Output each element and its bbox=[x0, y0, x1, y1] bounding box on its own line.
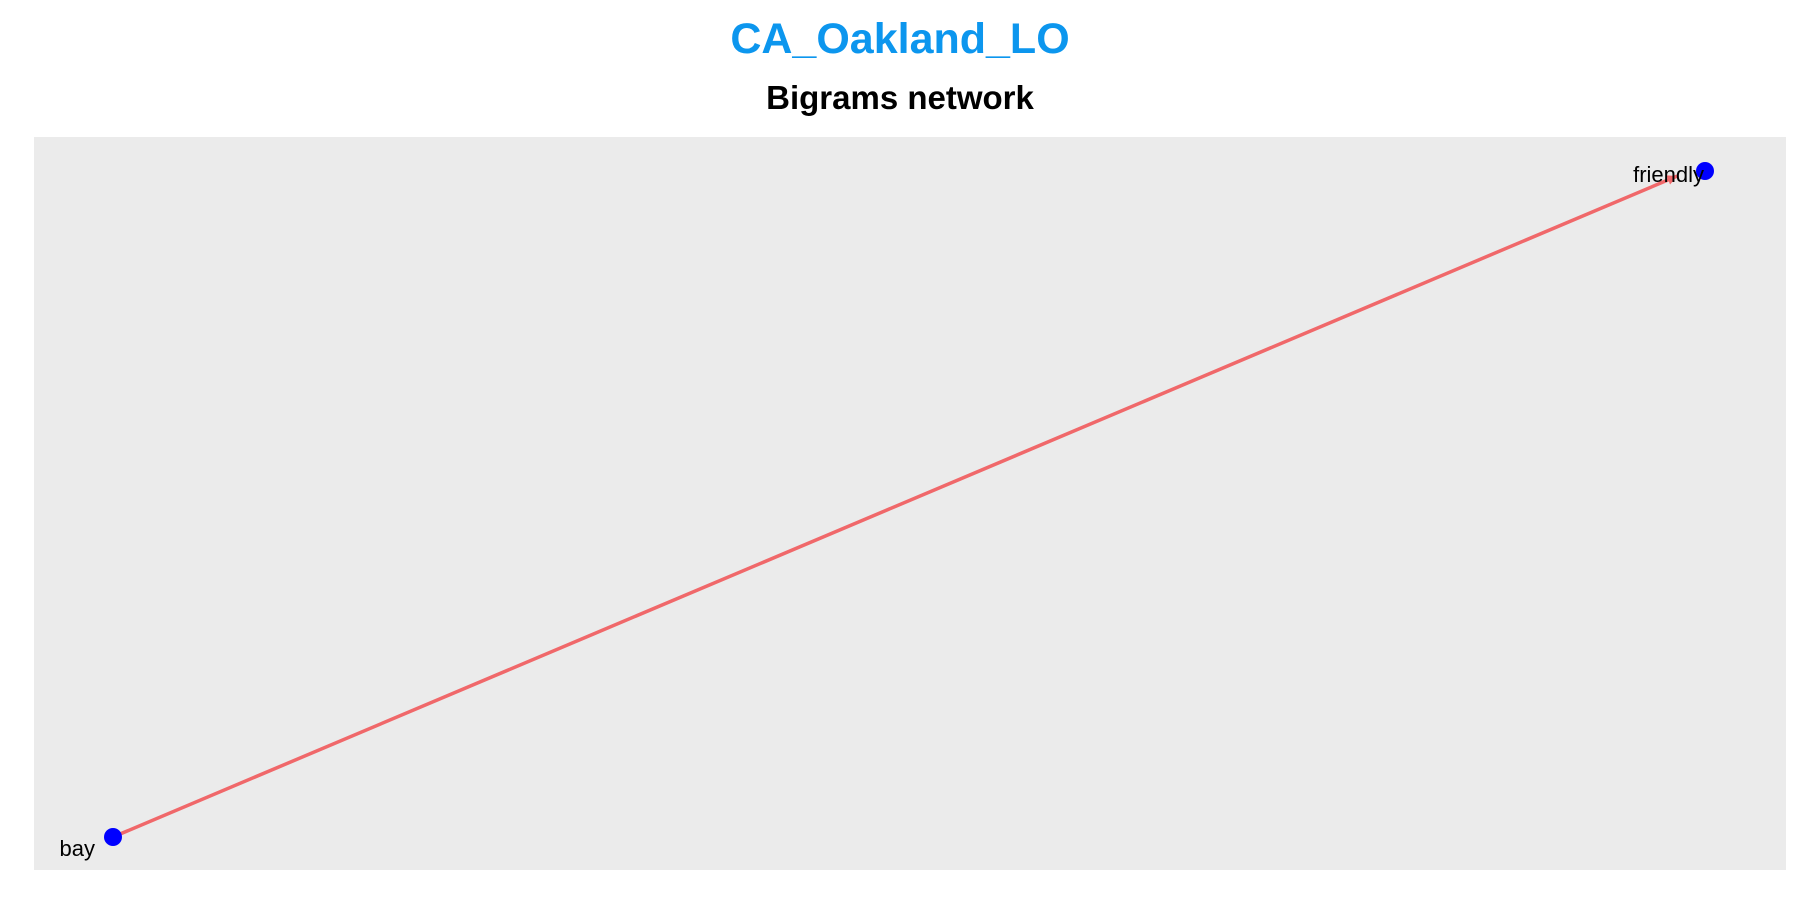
node-label-bay: bay bbox=[60, 836, 95, 861]
network-canvas: bay friendly bbox=[34, 137, 1786, 870]
labels-layer: bay friendly bbox=[60, 162, 1704, 861]
figure-subtitle: Bigrams network bbox=[766, 79, 1034, 116]
figure-title: CA_Oakland_LO bbox=[730, 15, 1070, 63]
nodes-layer bbox=[104, 162, 1714, 846]
network-panel: bay friendly bbox=[34, 137, 1786, 870]
edges-layer bbox=[118, 174, 1679, 836]
edge-bay-friendly bbox=[118, 174, 1679, 836]
node-label-friendly: friendly bbox=[1633, 162, 1704, 187]
node-friendly bbox=[1696, 162, 1714, 180]
node-bay bbox=[104, 828, 122, 846]
